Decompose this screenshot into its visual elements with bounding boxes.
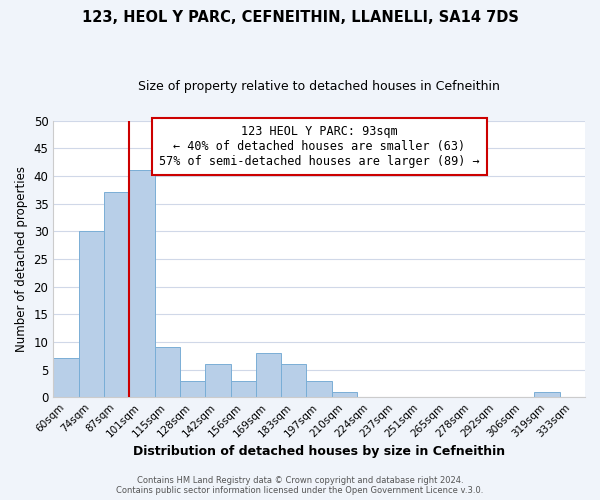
Bar: [307, 380, 332, 397]
X-axis label: Distribution of detached houses by size in Cefneithin: Distribution of detached houses by size …: [133, 444, 505, 458]
Bar: [180, 380, 205, 397]
Title: Size of property relative to detached houses in Cefneithin: Size of property relative to detached ho…: [138, 80, 500, 93]
Y-axis label: Number of detached properties: Number of detached properties: [15, 166, 28, 352]
Bar: [535, 392, 560, 397]
Bar: [129, 170, 155, 397]
Bar: [155, 348, 180, 397]
Bar: [205, 364, 230, 397]
Bar: [53, 358, 79, 397]
Bar: [104, 192, 129, 397]
Text: 123, HEOL Y PARC, CEFNEITHIN, LLANELLI, SA14 7DS: 123, HEOL Y PARC, CEFNEITHIN, LLANELLI, …: [82, 10, 518, 25]
Bar: [332, 392, 357, 397]
Bar: [79, 231, 104, 397]
Bar: [256, 353, 281, 397]
Text: Contains HM Land Registry data © Crown copyright and database right 2024.
Contai: Contains HM Land Registry data © Crown c…: [116, 476, 484, 495]
Bar: [230, 380, 256, 397]
Bar: [281, 364, 307, 397]
Text: 123 HEOL Y PARC: 93sqm
← 40% of detached houses are smaller (63)
57% of semi-det: 123 HEOL Y PARC: 93sqm ← 40% of detached…: [159, 124, 479, 168]
